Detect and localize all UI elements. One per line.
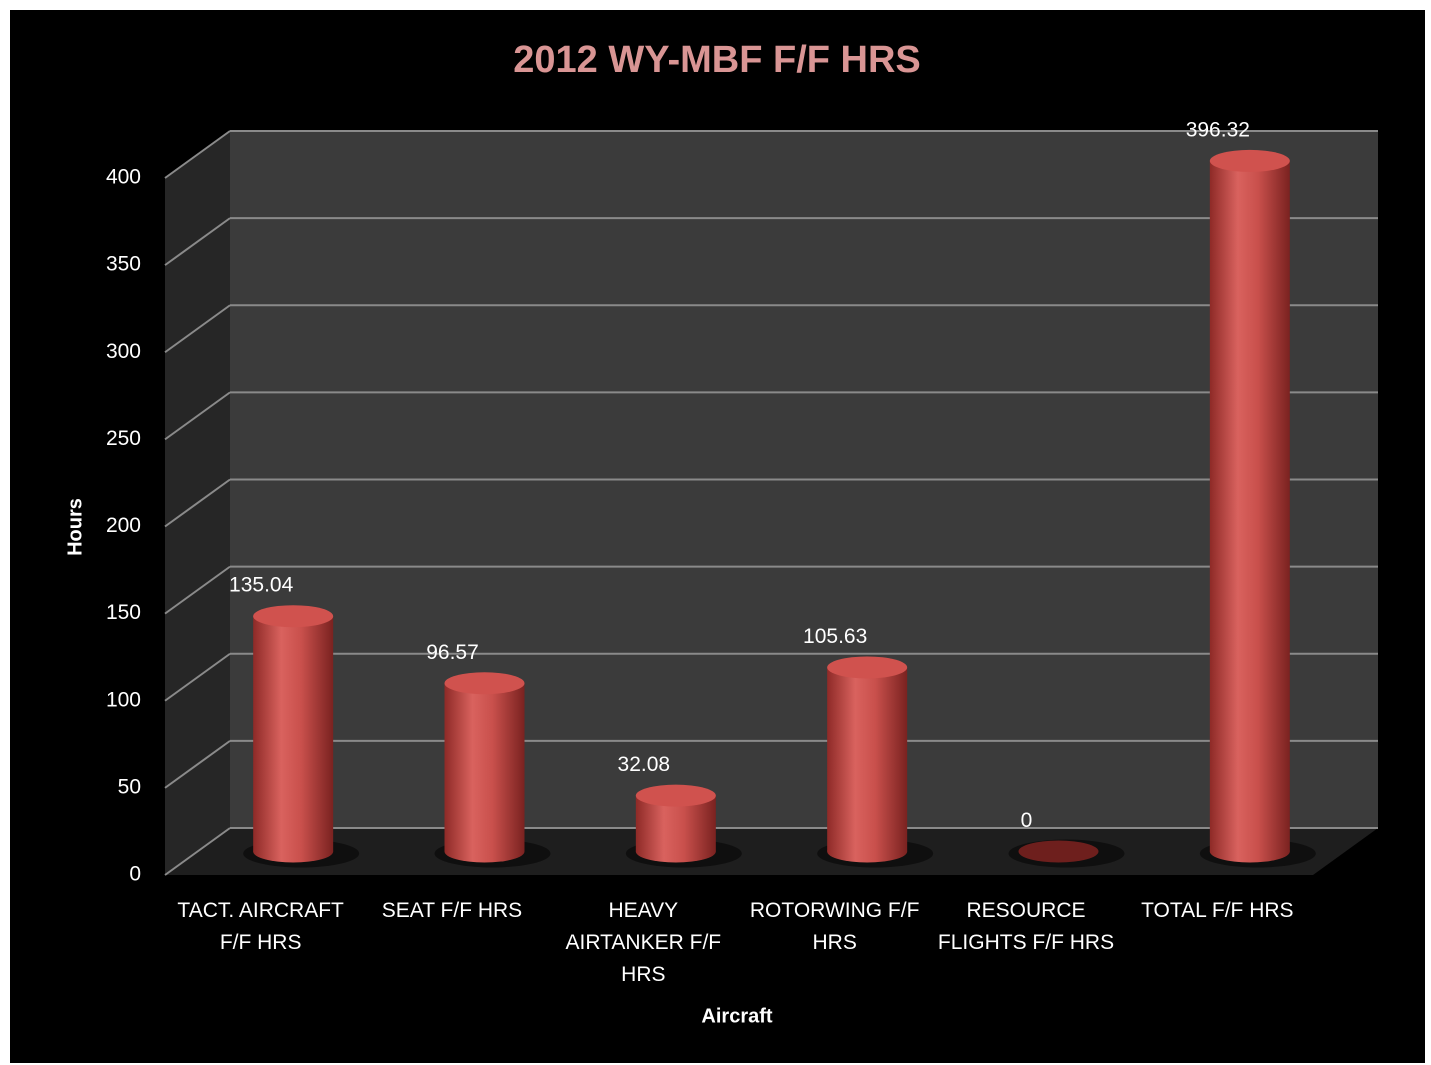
bar [1209,160,1290,852]
bar-top [635,784,716,807]
y-tick-label: 250 [106,427,141,450]
x-axis-title: Aircraft [701,1005,772,1027]
x-tick-label: TACT. AIRCRAFT F/F HRS [177,899,344,954]
bar [444,683,525,852]
y-tick-label: 350 [106,253,141,276]
bar-base [635,840,716,863]
grid-line [164,391,231,441]
bar-base [444,840,525,863]
value-label: 396.32 [1186,118,1250,141]
grid-line [164,304,231,354]
x-tick-label: HEAVY AIRTANKER F/F HRS [565,899,722,986]
value-label: 32.08 [618,753,671,776]
bar [253,616,334,852]
grid-line [164,827,231,876]
x-tick-label: TOTAL F/F HRS [1141,899,1294,922]
x-tick-label: ROTORWING F/F HRS [749,899,920,954]
grid-line [164,478,231,528]
bar-top [444,672,525,695]
x-tick-label: SEAT F/F HRS [381,899,523,922]
grid-line [164,652,231,702]
value-label: 0 [1021,809,1033,832]
bar-top [1018,840,1099,863]
y-tick-label: 200 [106,514,141,537]
bar-base [827,840,908,863]
y-tick-label: 50 [118,775,141,798]
chart-title: 2012 WY-MBF F/F HRS [513,39,921,81]
bar-top [253,605,334,628]
y-tick-label: 100 [106,688,141,711]
grid-line [164,130,231,179]
bar-base [253,840,334,863]
y-tick-label: 0 [129,863,141,886]
grid-line [164,740,231,789]
value-label: 135.04 [229,574,294,597]
x-tick-label: RESOURCE FLIGHTS F/F HRS [937,899,1115,954]
bar [827,667,908,852]
y-tick-label: 400 [106,166,141,189]
y-tick-label: 150 [106,601,141,624]
value-label: 96.57 [426,641,479,664]
bar-base [1209,840,1290,863]
value-label: 105.63 [803,625,867,648]
grid-line [164,217,231,266]
y-axis-title: Hours [64,498,86,556]
y-tick-label: 300 [106,340,141,363]
bar-top [1209,149,1290,172]
grid-line [164,565,231,615]
bar-top [827,656,908,679]
